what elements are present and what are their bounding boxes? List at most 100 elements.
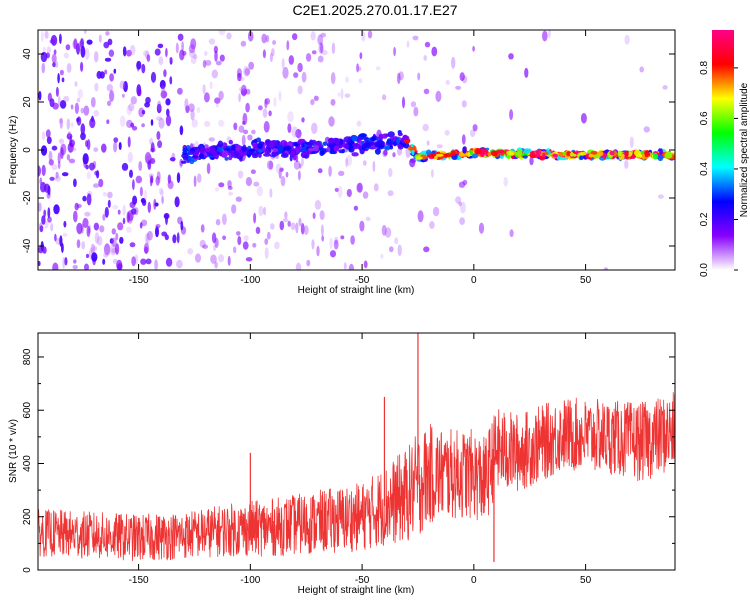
heatmap-speckle	[357, 182, 363, 193]
heatmap-speckle	[161, 196, 164, 204]
heatmap-speckle	[85, 140, 89, 148]
heatmap-speckle	[337, 185, 343, 198]
heatmap-speckle	[662, 85, 668, 90]
y-tick-label: 600	[22, 401, 33, 418]
heatmap-speckle	[144, 246, 149, 254]
heatmap-speckle	[96, 236, 103, 246]
heatmap-ridge-cell	[496, 149, 505, 154]
heatmap-speckle	[146, 54, 151, 62]
heatmap-ridge-cell	[383, 149, 388, 156]
heatmap-speckle	[193, 175, 197, 188]
y-tick-label: 40	[22, 48, 33, 60]
heatmap-speckle	[158, 187, 164, 195]
heatmap-speckle	[334, 187, 339, 192]
y-tick-label: 400	[22, 455, 33, 472]
heatmap-speckle	[338, 170, 345, 177]
x-tick-label: 50	[580, 575, 592, 586]
heatmap-speckle	[83, 105, 90, 116]
heatmap-speckle	[317, 168, 323, 174]
heatmap-ridge-cell	[302, 151, 310, 156]
heatmap-ridge-cell	[657, 154, 664, 162]
heatmap-speckle	[311, 239, 315, 250]
heatmap-speckle	[359, 52, 363, 60]
heatmap-speckle	[51, 145, 58, 151]
heatmap-speckle	[580, 113, 587, 124]
heatmap-speckle	[292, 33, 298, 41]
heatmap-speckle	[295, 128, 302, 139]
heatmap-speckle	[458, 201, 462, 206]
heatmap-speckle	[218, 90, 224, 101]
heatmap-speckle	[38, 261, 41, 266]
heatmap-speckle	[76, 116, 82, 126]
heatmap-speckle	[104, 243, 111, 256]
heatmap-speckle	[157, 100, 162, 112]
snr-line	[38, 392, 675, 562]
heatmap-speckle	[176, 232, 180, 244]
heatmap-speckle	[345, 76, 349, 83]
heatmap-speckle	[167, 180, 174, 190]
heatmap-ridge-cell	[191, 155, 199, 159]
heatmap-speckle	[159, 79, 166, 90]
heatmap-speckle	[91, 252, 98, 262]
heatmap-speckle	[238, 87, 245, 92]
snr-series	[38, 333, 675, 563]
heatmap-ridge-cell	[590, 150, 598, 155]
heatmap-ridge-cell	[217, 140, 224, 148]
heatmap-speckle	[244, 68, 251, 76]
heatmap-ridge-cell	[194, 149, 200, 156]
heatmap-speckle	[256, 186, 263, 197]
heatmap-speckle	[76, 222, 83, 235]
heatmap-speckle	[43, 209, 47, 218]
heatmap-speckle	[140, 258, 147, 265]
heatmap-speckle	[247, 134, 253, 141]
heatmap-speckle	[61, 172, 69, 177]
heatmap-speckle	[165, 47, 168, 58]
heatmap-speckle	[160, 189, 164, 198]
heatmap-speckle	[47, 216, 52, 223]
heatmap-speckle	[206, 162, 211, 175]
heatmap-speckle	[44, 183, 50, 193]
heatmap-ridge-cell	[523, 148, 531, 154]
heatmap-speckle	[214, 97, 221, 104]
heatmap-ridge-cell	[283, 145, 292, 151]
heatmap-speckle	[381, 94, 387, 101]
heatmap-speckle	[657, 194, 664, 199]
heatmap-speckle	[321, 49, 328, 56]
heatmap-speckle	[141, 63, 146, 74]
heatmap-speckle	[118, 142, 122, 150]
heatmap-speckle	[161, 85, 166, 98]
heatmap-speckle	[76, 97, 81, 103]
heatmap-speckle	[66, 154, 71, 161]
heatmap-speckle	[61, 77, 65, 83]
heatmap-speckle	[109, 89, 115, 102]
heatmap-speckle	[65, 44, 71, 51]
heatmap-speckle	[237, 235, 242, 246]
heatmap-speckle	[295, 262, 302, 270]
heatmap-speckle	[252, 242, 257, 248]
heatmap-speckle	[272, 40, 277, 45]
heatmap-speckle	[112, 204, 119, 210]
heatmap-speckle	[245, 102, 250, 113]
heatmap-speckle	[96, 70, 102, 79]
heatmap-speckle	[278, 168, 282, 179]
heatmap-speckle	[459, 72, 465, 82]
heatmap-ridge-cell	[268, 142, 274, 149]
heatmap-speckle	[269, 188, 273, 198]
heatmap-speckle	[253, 181, 260, 187]
heatmap-speckle	[255, 226, 261, 234]
heatmap-speckle	[424, 41, 431, 48]
heatmap-ridge-cell	[252, 154, 259, 159]
heatmap-ridge-cell	[415, 156, 423, 160]
heatmap-speckle	[150, 158, 156, 164]
heatmap-speckle	[147, 160, 152, 170]
heatmap-speckle	[94, 82, 99, 92]
heatmap-speckle	[117, 222, 124, 231]
heatmap-speckle	[96, 170, 100, 179]
heatmap-speckle	[268, 160, 274, 170]
heatmap-speckle	[320, 224, 324, 237]
y-tick-label: 200	[22, 508, 33, 525]
colorbar: 0.0 0.2 0.4 0.6 0.8 Normalized spectral ampl…	[699, 30, 750, 277]
heatmap-speckle	[58, 118, 64, 124]
heatmap-speckle	[287, 123, 292, 134]
heatmap-speckle	[222, 213, 227, 226]
